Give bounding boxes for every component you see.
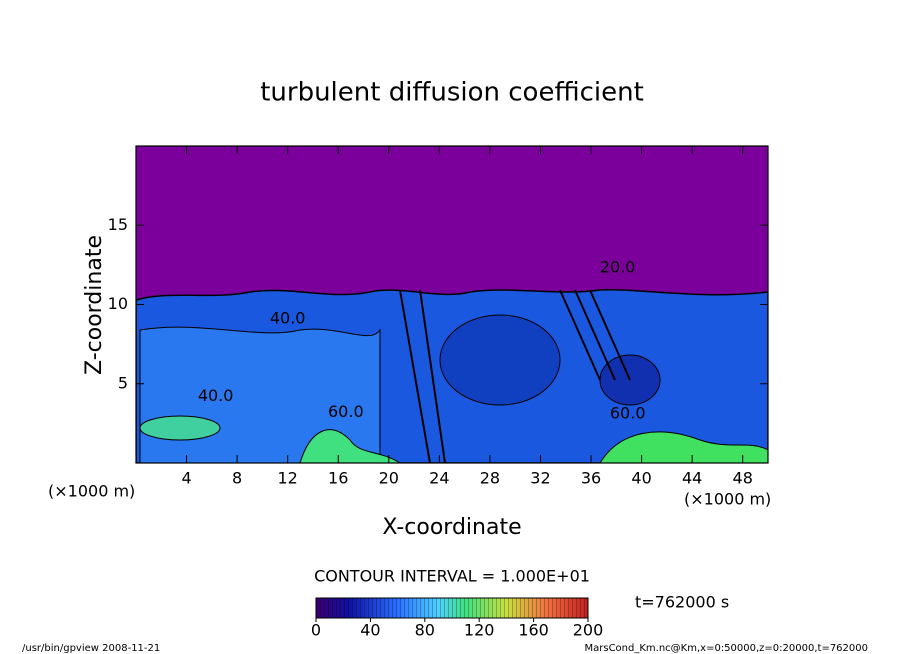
x-tick-label: 20	[379, 469, 399, 488]
x-tick-label: 28	[480, 469, 500, 488]
time-label: t=762000 s	[635, 593, 729, 612]
contour-label: 20.0	[600, 258, 636, 277]
colorbar-tick-label: 160	[518, 621, 549, 640]
footer-left: /usr/bin/gpview 2008-11-21	[22, 643, 160, 654]
x-tick-label: 32	[530, 469, 550, 488]
x-tick-label: 16	[328, 469, 348, 488]
x-tick-label: 4	[181, 469, 191, 488]
x-tick-label: 12	[278, 469, 298, 488]
y-tick-label: 10	[108, 294, 128, 313]
y-tick-label: 15	[108, 215, 128, 234]
contour-label: 60.0	[328, 402, 364, 421]
x-unit-left: (×1000 m)	[48, 482, 135, 501]
colorbar-tick-label: 120	[464, 621, 495, 640]
colorbar-tick-label: 80	[415, 621, 435, 640]
contour-label: 60.0	[610, 403, 646, 422]
colorbar-tick-label: 0	[311, 621, 321, 640]
colorbar-tick-label: 40	[360, 621, 380, 640]
colorbar-frame	[315, 597, 589, 619]
y-axis-label: Z-coordinate	[82, 235, 107, 375]
x-tick-label: 36	[581, 469, 601, 488]
y-unit-right: (×1000 m)	[684, 490, 771, 509]
y-tick-label: 5	[118, 373, 128, 392]
contour-label: 40.0	[270, 308, 306, 327]
x-tick-label: 24	[429, 469, 449, 488]
chart-title: turbulent diffusion coefficient	[260, 78, 644, 108]
x-tick-label: 8	[232, 469, 242, 488]
colorbar-lines	[316, 598, 588, 618]
contour-interval: CONTOUR INTERVAL = 1.000E+01	[314, 567, 590, 586]
x-tick-label: 44	[682, 469, 702, 488]
x-tick-label: 48	[733, 469, 753, 488]
contour-field	[136, 146, 768, 463]
footer-right: MarsCond_Km.nc@Km,x=0:50000,z=0:20000,t=…	[585, 643, 869, 654]
x-axis-label: X-coordinate	[382, 515, 521, 540]
colorbar-tick-label: 200	[573, 621, 604, 640]
contour-label: 40.0	[198, 386, 234, 405]
x-tick-label: 40	[631, 469, 651, 488]
